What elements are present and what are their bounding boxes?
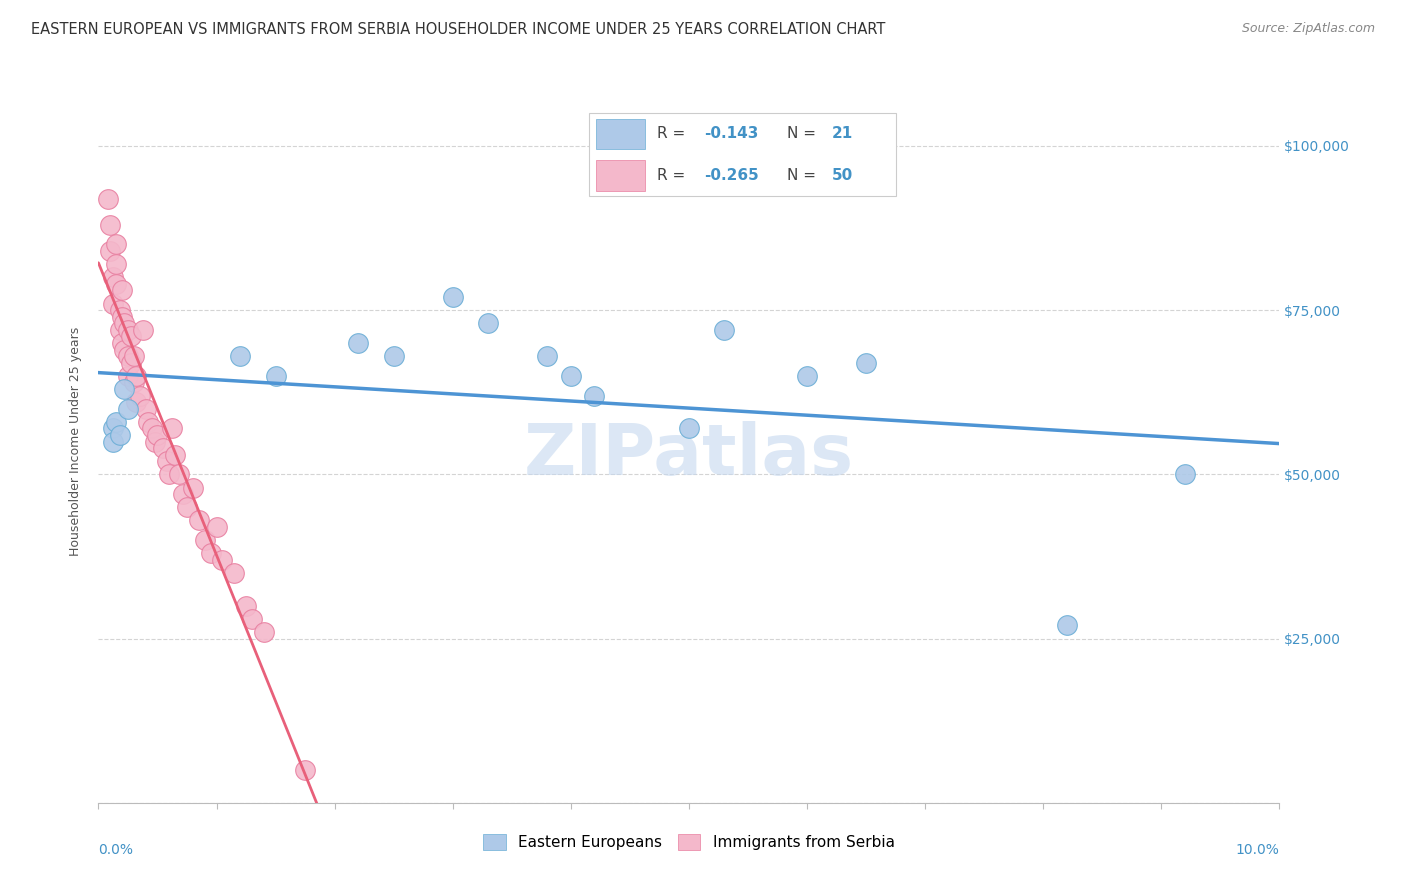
Text: ZIPatlas: ZIPatlas bbox=[524, 422, 853, 491]
Point bbox=[477, 316, 499, 330]
Point bbox=[111, 284, 134, 298]
Point bbox=[117, 349, 139, 363]
Point bbox=[122, 349, 145, 363]
Point bbox=[128, 388, 150, 402]
Text: R =: R = bbox=[657, 169, 690, 183]
Point bbox=[264, 368, 287, 383]
Point bbox=[560, 368, 582, 383]
Point bbox=[253, 625, 276, 640]
Point bbox=[136, 415, 159, 429]
Point bbox=[181, 481, 204, 495]
Point bbox=[1174, 467, 1197, 482]
Point bbox=[347, 336, 370, 351]
Point bbox=[855, 356, 877, 370]
Point bbox=[101, 270, 124, 285]
Point bbox=[101, 296, 124, 310]
Point bbox=[240, 612, 263, 626]
Point bbox=[108, 323, 131, 337]
Point bbox=[98, 244, 121, 258]
Point bbox=[141, 421, 163, 435]
Text: R =: R = bbox=[657, 127, 690, 141]
Point bbox=[105, 277, 128, 291]
Point bbox=[108, 428, 131, 442]
Point bbox=[235, 599, 257, 613]
Point bbox=[205, 520, 228, 534]
Point bbox=[146, 428, 169, 442]
Point bbox=[143, 434, 166, 449]
Text: Source: ZipAtlas.com: Source: ZipAtlas.com bbox=[1241, 22, 1375, 36]
Point bbox=[152, 441, 174, 455]
Point bbox=[165, 448, 187, 462]
Point bbox=[105, 415, 128, 429]
Point bbox=[105, 257, 128, 271]
Point bbox=[211, 553, 233, 567]
Text: N =: N = bbox=[787, 127, 821, 141]
FancyBboxPatch shape bbox=[589, 112, 896, 196]
Point bbox=[101, 421, 124, 435]
Point bbox=[187, 513, 209, 527]
Text: -0.265: -0.265 bbox=[704, 169, 759, 183]
Point bbox=[101, 434, 124, 449]
Point bbox=[112, 343, 135, 357]
Point bbox=[536, 349, 558, 363]
Point bbox=[229, 349, 252, 363]
Text: 50: 50 bbox=[832, 169, 853, 183]
Point bbox=[97, 192, 120, 206]
Point bbox=[105, 237, 128, 252]
Point bbox=[713, 323, 735, 337]
Point bbox=[796, 368, 818, 383]
Point bbox=[382, 349, 405, 363]
Point bbox=[122, 376, 145, 390]
Text: -0.143: -0.143 bbox=[704, 127, 759, 141]
Point bbox=[117, 323, 139, 337]
Point bbox=[112, 382, 135, 396]
Point bbox=[121, 329, 143, 343]
Point bbox=[111, 336, 134, 351]
Point bbox=[172, 487, 194, 501]
Point bbox=[157, 467, 180, 482]
Point bbox=[132, 323, 155, 337]
Point bbox=[200, 546, 222, 560]
Point bbox=[111, 310, 134, 324]
Point bbox=[125, 368, 148, 383]
Text: 10.0%: 10.0% bbox=[1236, 843, 1279, 856]
Point bbox=[176, 500, 198, 515]
Point bbox=[108, 303, 131, 318]
Point bbox=[125, 395, 148, 409]
Point bbox=[583, 388, 606, 402]
Point bbox=[224, 566, 246, 580]
Point bbox=[156, 454, 179, 468]
Y-axis label: Householder Income Under 25 years: Householder Income Under 25 years bbox=[69, 326, 83, 557]
Point bbox=[678, 421, 700, 435]
Point bbox=[98, 218, 121, 232]
FancyBboxPatch shape bbox=[596, 161, 645, 191]
Point bbox=[112, 316, 135, 330]
Text: 21: 21 bbox=[832, 127, 853, 141]
Point bbox=[294, 763, 316, 777]
Point bbox=[117, 401, 139, 416]
Point bbox=[121, 356, 143, 370]
FancyBboxPatch shape bbox=[596, 119, 645, 149]
Point bbox=[135, 401, 157, 416]
Point bbox=[117, 368, 139, 383]
Legend: Eastern Europeans, Immigrants from Serbia: Eastern Europeans, Immigrants from Serbi… bbox=[477, 829, 901, 856]
Point bbox=[167, 467, 190, 482]
Text: EASTERN EUROPEAN VS IMMIGRANTS FROM SERBIA HOUSEHOLDER INCOME UNDER 25 YEARS COR: EASTERN EUROPEAN VS IMMIGRANTS FROM SERB… bbox=[31, 22, 886, 37]
Text: 0.0%: 0.0% bbox=[98, 843, 134, 856]
Point bbox=[1056, 618, 1078, 632]
Point bbox=[160, 421, 183, 435]
Text: N =: N = bbox=[787, 169, 821, 183]
Point bbox=[441, 290, 464, 304]
Point bbox=[194, 533, 217, 547]
